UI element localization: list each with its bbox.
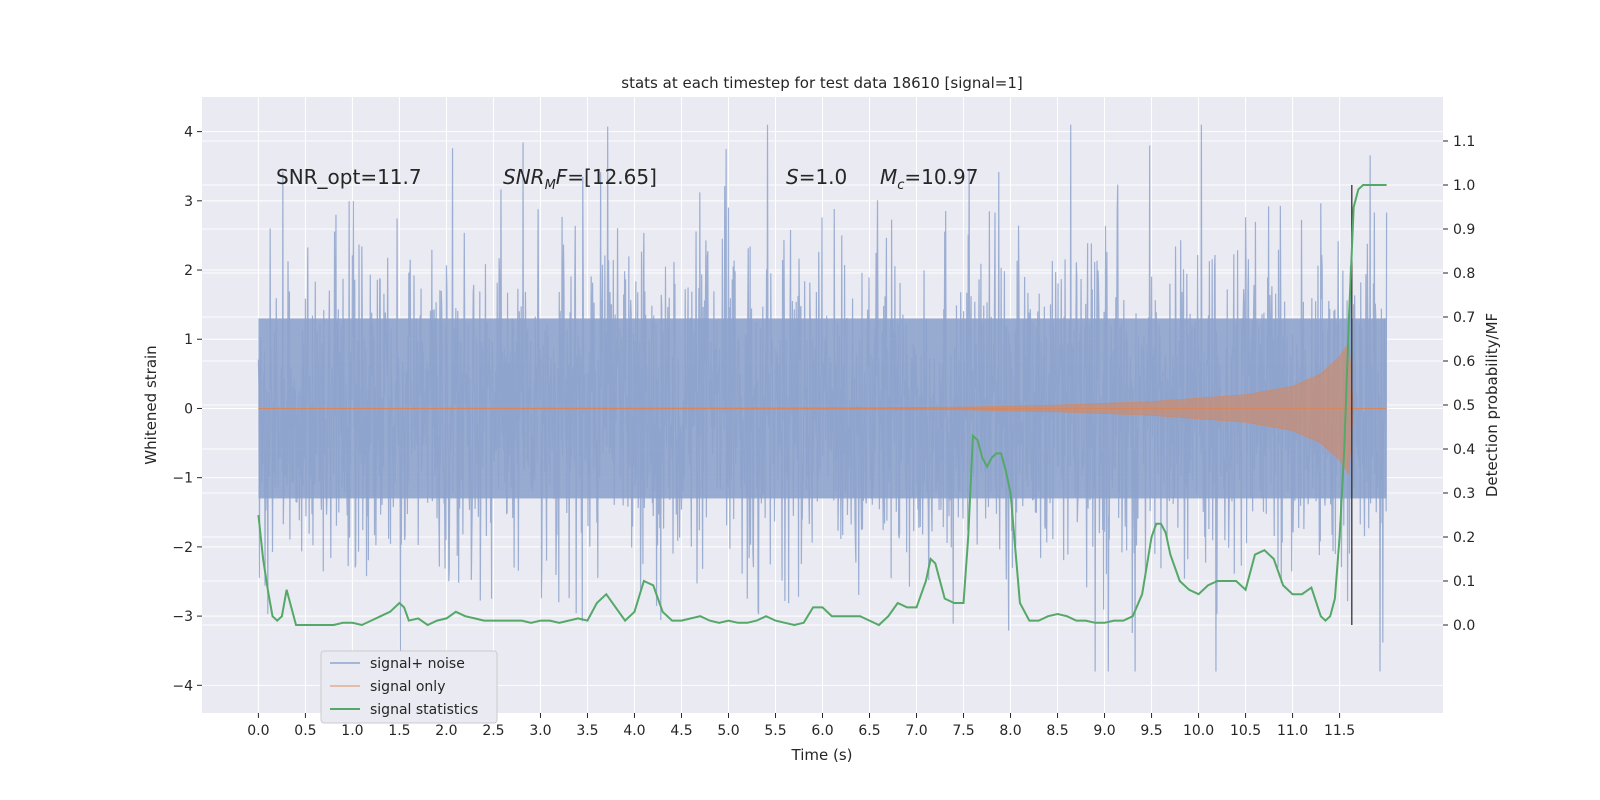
y-tick-label: −3 bbox=[172, 609, 193, 625]
annotation-snr-opt: SNR_opt=11.7 bbox=[276, 165, 422, 189]
series-layer bbox=[257, 124, 1388, 672]
ticks: 0.0 0.5 1.0 1.5 2.0 2.5 3.0 3.5 4.0 4.5 5.0 5.5 6.0 6… bbox=[172, 125, 1475, 739]
y-right-tick-label: 0.9 bbox=[1453, 222, 1475, 238]
annotation-s: S=1.0 bbox=[786, 165, 847, 189]
x-tick-label: 1.0 bbox=[341, 723, 363, 739]
annotation-snr-mf: SNRMF=[12.65] bbox=[503, 165, 657, 193]
y-tick-label: 1 bbox=[184, 332, 193, 348]
y-tick-label: 4 bbox=[184, 125, 193, 141]
x-tick-label: 5.5 bbox=[764, 723, 786, 739]
y-right-tick-label: 0.8 bbox=[1453, 266, 1475, 282]
x-tick-label: 6.5 bbox=[858, 723, 880, 739]
y-right-axis-label: Detection probability/MF bbox=[1483, 313, 1501, 497]
y-right-tick-label: 0.6 bbox=[1453, 354, 1475, 370]
x-tick-label: 2.0 bbox=[435, 723, 457, 739]
y-right-tick-label: 1.1 bbox=[1453, 134, 1475, 150]
x-tick-label: 10.5 bbox=[1230, 723, 1261, 739]
x-tick-label: 5.0 bbox=[717, 723, 739, 739]
y-right-tick-label: 0.4 bbox=[1453, 442, 1475, 458]
x-tick-label: 4.5 bbox=[670, 723, 692, 739]
x-tick-label: 7.5 bbox=[952, 723, 974, 739]
y-tick-label: 2 bbox=[184, 263, 193, 279]
x-tick-label: 3.0 bbox=[529, 723, 551, 739]
y-right-tick-label: 0.1 bbox=[1453, 574, 1475, 590]
x-tick-label: 0.5 bbox=[294, 723, 316, 739]
legend-label-signal-only: signal only bbox=[370, 679, 445, 695]
x-tick-label: 6.0 bbox=[811, 723, 833, 739]
chart-title: stats at each timestep for test data 186… bbox=[621, 74, 1022, 92]
y-tick-label: 0 bbox=[184, 401, 193, 417]
x-tick-label: 9.5 bbox=[1140, 723, 1162, 739]
x-tick-label: 1.5 bbox=[388, 723, 410, 739]
y-right-tick-label: 0.0 bbox=[1453, 618, 1475, 634]
y-tick-label: −4 bbox=[172, 678, 193, 694]
y-tick-label: 3 bbox=[184, 194, 193, 210]
legend-box bbox=[320, 650, 498, 724]
y-axis-label: Whitened strain bbox=[142, 345, 160, 464]
x-tick-label: 10.0 bbox=[1183, 723, 1214, 739]
y-tick-label: −2 bbox=[172, 540, 193, 556]
y-right-tick-label: 0.2 bbox=[1453, 530, 1475, 546]
x-tick-label: 9.0 bbox=[1093, 723, 1115, 739]
annotation-mc: Mc=10.97 bbox=[880, 165, 978, 193]
x-tick-label: 11.0 bbox=[1277, 723, 1308, 739]
x-tick-label: 0.0 bbox=[247, 723, 269, 739]
legend-label-signal-statistics: signal statistics bbox=[370, 702, 478, 718]
x-tick-label: 8.0 bbox=[999, 723, 1021, 739]
y-right-tick-label: 0.5 bbox=[1453, 398, 1475, 414]
y-right-tick-label: 0.7 bbox=[1453, 310, 1475, 326]
legend: signal+ noise signal only signal statist… bbox=[320, 650, 498, 724]
x-tick-label: 11.5 bbox=[1324, 723, 1355, 739]
x-tick-label: 4.0 bbox=[623, 723, 645, 739]
x-tick-label: 8.5 bbox=[1046, 723, 1068, 739]
x-axis-label: Time (s) bbox=[791, 746, 853, 764]
y-right-tick-label: 1.0 bbox=[1453, 178, 1475, 194]
annotations: SNR_opt=11.7 SNRMF=[12.65] S=1.0 Mc=10.9… bbox=[276, 165, 978, 193]
y-right-tick-label: 0.3 bbox=[1453, 486, 1475, 502]
x-tick-label: 2.5 bbox=[482, 723, 504, 739]
y-tick-label: −1 bbox=[172, 471, 193, 487]
legend-label-signal-noise: signal+ noise bbox=[370, 656, 465, 672]
x-tick-label: 3.5 bbox=[576, 723, 598, 739]
signal-statistics-line bbox=[257, 184, 1387, 627]
x-tick-label: 7.0 bbox=[905, 723, 927, 739]
